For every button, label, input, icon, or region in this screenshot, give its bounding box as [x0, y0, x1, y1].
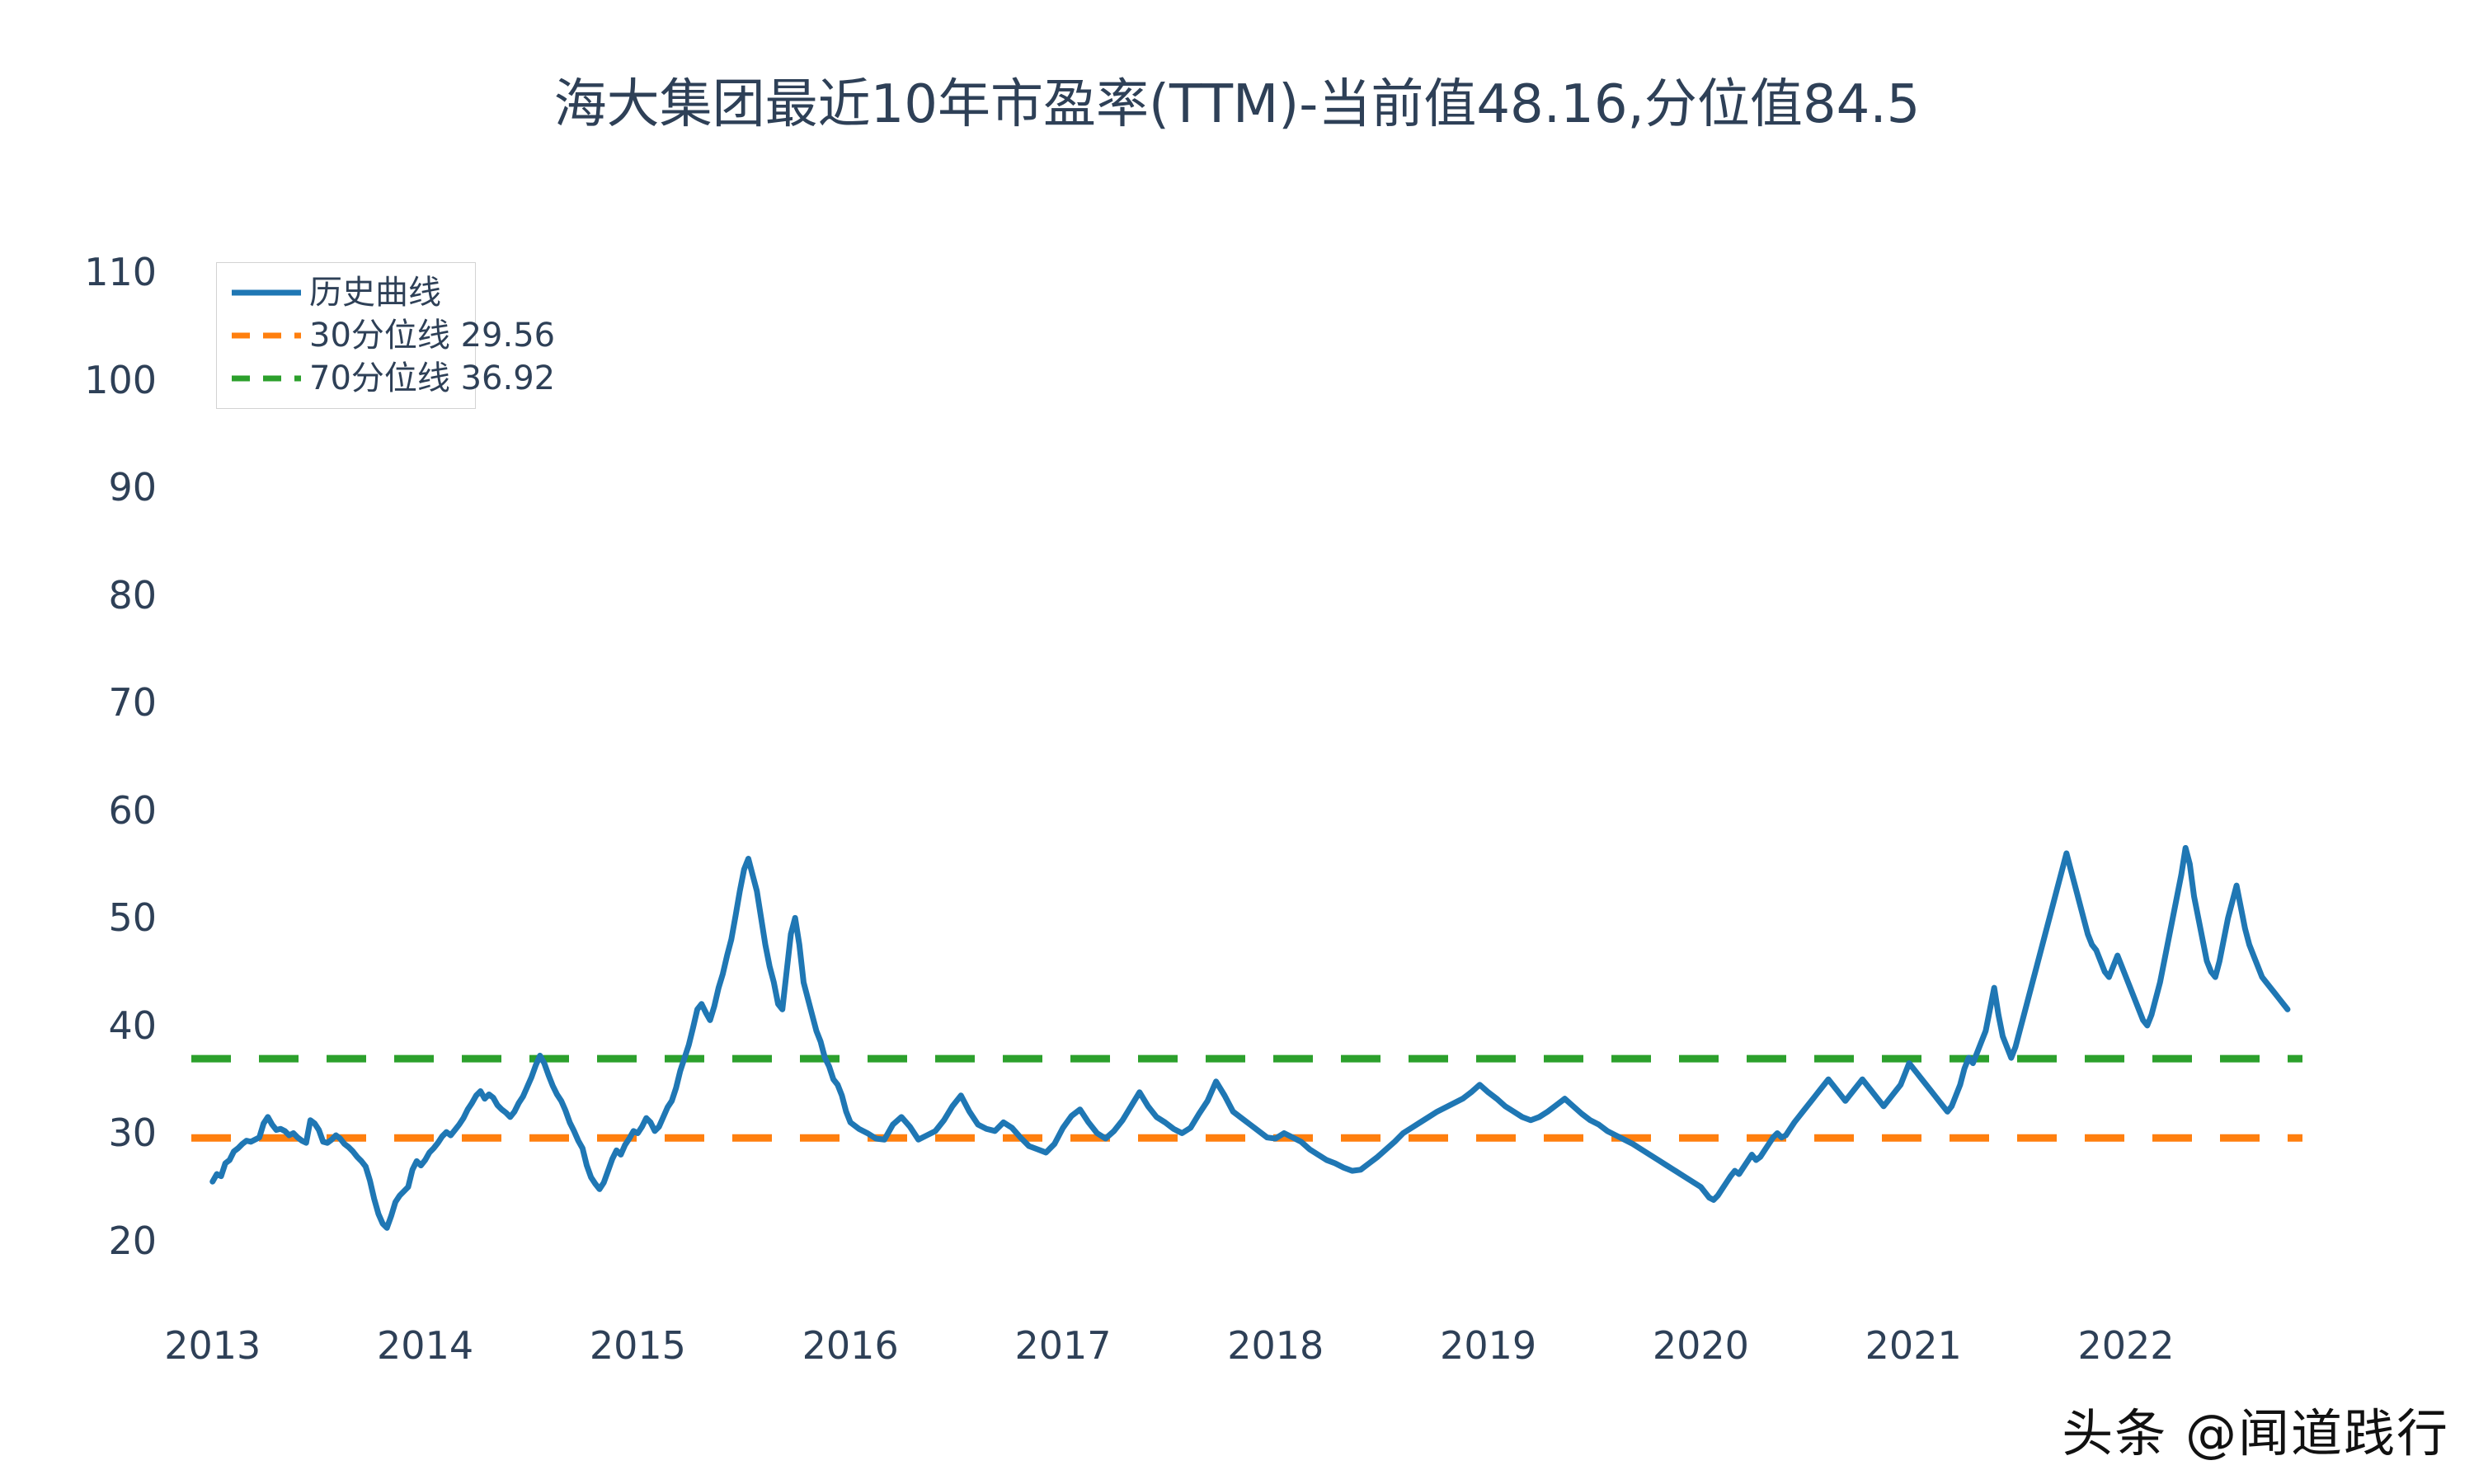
y-tick-70: 70: [108, 680, 157, 726]
y-tick-40: 40: [108, 1003, 157, 1048]
x-tick-2018: 2018: [1227, 1323, 1324, 1368]
legend-swatch-icon-1: [228, 314, 304, 357]
y-tick-80: 80: [108, 572, 157, 618]
x-tick-2014: 2014: [377, 1323, 474, 1368]
x-tick-2020: 2020: [1652, 1323, 1749, 1368]
watermark-label: 头条 @闻道践行: [2062, 1403, 2449, 1463]
legend-item-0[interactable]: 历史曲线: [228, 271, 463, 314]
legend-label-2: 70分位线 36.92: [309, 359, 556, 397]
legend-label-1: 30分位线 29.56: [309, 317, 556, 355]
x-tick-2013: 2013: [164, 1323, 261, 1368]
legend: 历史曲线 30分位线 29.56 70分位线 36.92: [216, 262, 555, 409]
legend-item-2[interactable]: 70分位线 36.92: [228, 357, 555, 400]
x-tick-2016: 2016: [802, 1323, 899, 1368]
x-tick-2017: 2017: [1014, 1323, 1112, 1368]
y-tick-20: 20: [108, 1219, 157, 1263]
y-tick-30: 30: [108, 1111, 157, 1156]
x-tick-2021: 2021: [1865, 1323, 1962, 1368]
legend-item-1[interactable]: 30分位线 29.56: [228, 314, 555, 357]
x-tick-2015: 2015: [589, 1323, 686, 1368]
history-curve: [209, 844, 2291, 1231]
x-axis-tick-labels: 2013 2014 2015 2016 2017 2018 2019 2020 2021 2022: [164, 1323, 2302, 1373]
y-axis-tick-labels: 110 100 90 80 70 60 50 40 30 20: [49, 250, 157, 1263]
legend-swatch-icon-0: [228, 271, 304, 314]
legend-swatch-icon-2: [228, 357, 304, 400]
chart-title: 海大集团最近10年市盈率(TTM)-当前值48.16,分位值84.5: [553, 74, 1921, 135]
legend-label-0: 历史曲线: [309, 274, 441, 312]
x-tick-2022: 2022: [2077, 1323, 2175, 1368]
plot-area: [191, 272, 2302, 1241]
x-tick-2019: 2019: [1440, 1323, 1537, 1368]
y-tick-110: 110: [84, 250, 157, 294]
reference-lines-group: [191, 1054, 2302, 1142]
y-tick-50: 50: [108, 895, 157, 941]
y-tick-100: 100: [84, 357, 157, 402]
y-tick-60: 60: [108, 787, 157, 833]
y-tick-90: 90: [108, 465, 157, 510]
history-series-group: [209, 844, 2291, 1231]
plot-svg: [191, 844, 2302, 1231]
